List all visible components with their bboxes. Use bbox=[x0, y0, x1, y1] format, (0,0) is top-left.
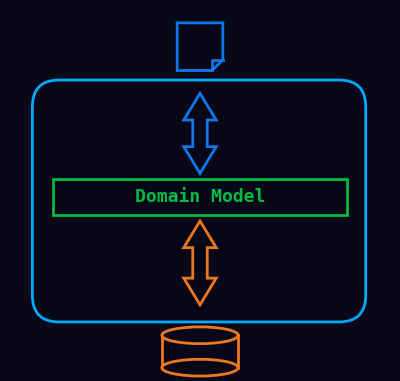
Polygon shape bbox=[184, 93, 216, 173]
Text: Domain Model: Domain Model bbox=[135, 188, 265, 206]
Ellipse shape bbox=[162, 327, 238, 344]
Bar bbox=[162, 335, 238, 368]
Polygon shape bbox=[177, 23, 223, 70]
Ellipse shape bbox=[162, 359, 238, 376]
Bar bbox=[53, 179, 347, 215]
Polygon shape bbox=[184, 221, 216, 305]
